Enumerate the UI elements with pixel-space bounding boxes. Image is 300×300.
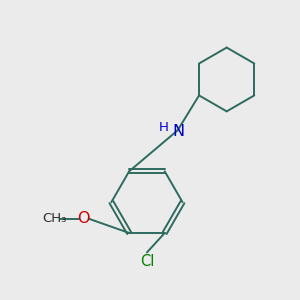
Text: O: O bbox=[77, 211, 90, 226]
Text: Cl: Cl bbox=[140, 254, 154, 269]
Text: CH₃: CH₃ bbox=[43, 212, 67, 225]
Text: N: N bbox=[173, 124, 185, 139]
Text: H: H bbox=[159, 121, 169, 134]
